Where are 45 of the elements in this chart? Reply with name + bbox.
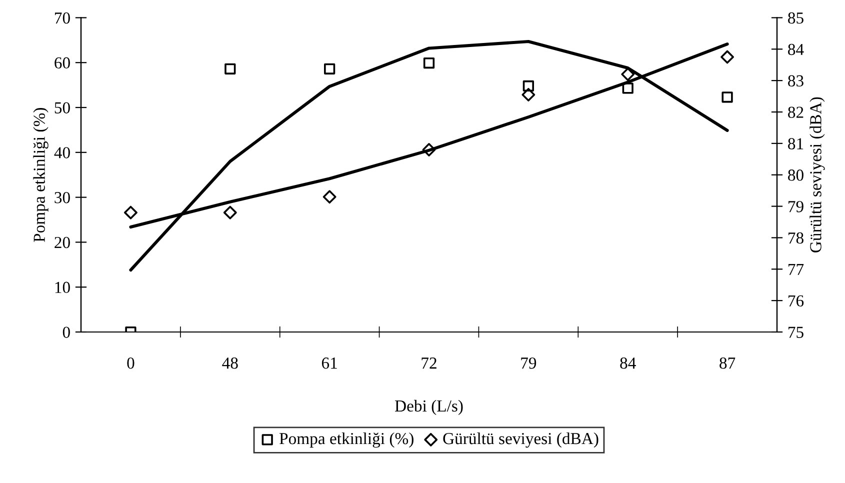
- y-tick-label: 50: [54, 102, 70, 114]
- x-tick-label: 79: [521, 358, 536, 369]
- point: [720, 50, 734, 64]
- point: [124, 206, 138, 220]
- y-tick-label: 20: [54, 236, 70, 248]
- point: [422, 142, 436, 156]
- y2-axis-title: Gürültü seviyesi (dBA): [810, 97, 825, 252]
- legend-label: Gürültü seviyesi (dBA): [443, 432, 598, 448]
- x-tick-label: 61: [322, 358, 337, 369]
- x-tick-label: 0: [127, 357, 134, 369]
- y2-tick-label: 85: [788, 12, 804, 24]
- x-tick-label: 48: [222, 357, 238, 369]
- legend-label: Pompa etkinliği (%): [280, 432, 414, 448]
- y2-tick-label: 77: [788, 264, 804, 275]
- y2-tick-label: 83: [788, 75, 804, 87]
- x-tick-label: 72: [422, 358, 436, 369]
- y2-tick-label: 75: [788, 326, 804, 338]
- y-tick-label: 60: [54, 57, 70, 69]
- y-tick-label: 70: [55, 12, 70, 24]
- point: [722, 92, 733, 103]
- point: [622, 82, 634, 94]
- y2-tick-label: 79: [788, 201, 804, 212]
- y2-tick-label: 80: [788, 170, 804, 181]
- y-tick-label: 30: [54, 192, 70, 204]
- point: [522, 80, 534, 92]
- point: [223, 206, 237, 220]
- x-tick-label: 84: [620, 357, 636, 369]
- y2-tick-label: 76: [788, 295, 804, 307]
- y2-tick-label: 81: [788, 138, 804, 150]
- point: [621, 68, 635, 81]
- x-tick-label: 87: [720, 357, 736, 369]
- y2-tick-label: 82: [788, 106, 804, 118]
- y-tick-label: 40: [54, 147, 70, 158]
- y2-tick-label: 84: [788, 44, 804, 56]
- point: [423, 57, 435, 69]
- point: [324, 63, 336, 74]
- y2-tick-label: 78: [788, 232, 804, 244]
- y-tick-label: 0: [62, 326, 70, 338]
- y-tick-label: 10: [55, 282, 70, 294]
- point: [522, 88, 536, 102]
- point: [322, 190, 336, 204]
- point: [224, 63, 236, 74]
- line-series: [129, 40, 729, 272]
- y-axis-title: Pompa etkinliği (%): [33, 108, 48, 242]
- x-axis-title: Debi (L/s): [395, 400, 463, 416]
